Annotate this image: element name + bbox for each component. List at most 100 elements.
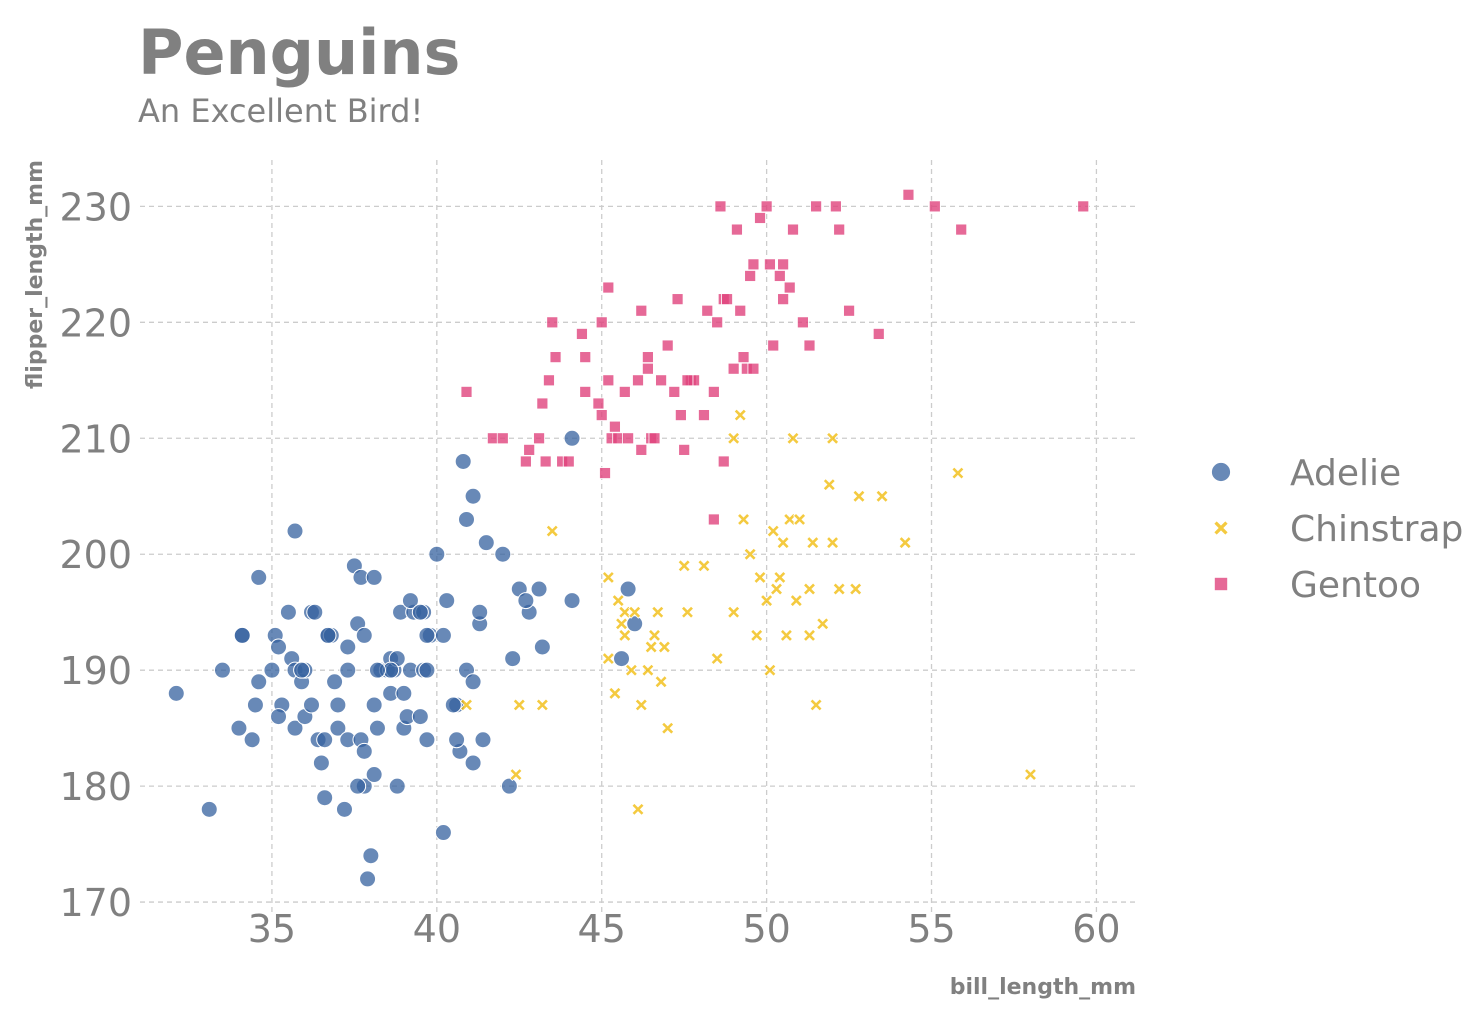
chinstrap-point [641, 663, 655, 677]
x-tick-label: 55 [907, 907, 955, 951]
adelie-point [335, 800, 353, 818]
chinstrap-point [802, 582, 817, 596]
chinstrap-point [545, 524, 559, 538]
y-tick-label: 220 [59, 301, 132, 345]
adelie-point [411, 708, 429, 726]
data-points [167, 188, 1090, 888]
chinstrap-point [750, 628, 764, 642]
adelie-point [243, 731, 261, 749]
chinstrap-point [826, 431, 840, 445]
y-tick-label: 210 [59, 417, 132, 461]
adelie-point [329, 719, 347, 737]
chart-subtitle: An Excellent Bird! [138, 92, 423, 130]
adelie-point [533, 638, 551, 656]
chinstrap-point [459, 698, 474, 712]
adelie-point [279, 603, 297, 621]
chinstrap-point [773, 570, 787, 584]
gentoo-point [1077, 200, 1090, 213]
adelie-point [286, 719, 304, 737]
chinstrap-point [628, 605, 642, 619]
gentoo-point [539, 455, 552, 468]
gentoo-point [648, 432, 661, 445]
gentoo-point [496, 432, 509, 445]
chinstrap-point [727, 605, 741, 619]
gentoo-point [641, 351, 654, 364]
chinstrap-point [769, 582, 784, 596]
gentoo-point [612, 432, 625, 445]
gentoo-point [460, 386, 473, 398]
gentoo-point [717, 455, 730, 468]
adelie-point [200, 800, 218, 818]
gentoo-point [829, 200, 842, 213]
series-chinstrap [459, 408, 1038, 816]
adelie-point [563, 429, 581, 447]
gentoo-point [773, 270, 786, 282]
gentoo-point [655, 374, 667, 387]
adelie-point [355, 742, 373, 760]
adelie-point [286, 522, 304, 540]
chinstrap-point [624, 663, 638, 677]
legend-label: Gentoo [1290, 565, 1421, 606]
gentoo-point [760, 200, 773, 213]
adelie-point [504, 650, 522, 668]
gentoo-point [674, 409, 687, 421]
chinstrap-point [822, 478, 836, 492]
gentoo-point [661, 339, 674, 352]
adelie-point [362, 847, 380, 865]
adelie-point [464, 673, 482, 691]
adelie-point [246, 696, 264, 714]
gentoo-point [955, 223, 968, 236]
chinstrap-point [651, 605, 665, 619]
chinstrap-point [644, 640, 658, 654]
adelie-point [388, 777, 406, 795]
chinstrap-point [809, 698, 823, 712]
chinstrap-point [654, 675, 668, 689]
chinstrap-point [826, 536, 840, 550]
gentoo-point [737, 351, 750, 364]
gentoo-point [711, 316, 724, 329]
chinstrap-point [1023, 767, 1038, 782]
gentoo-point [681, 374, 694, 387]
gentoo-point [533, 432, 545, 445]
gentoo-point [783, 281, 796, 294]
chinstrap-point [832, 582, 846, 596]
gentoo-point [668, 386, 681, 398]
gentoo-point [928, 200, 941, 213]
chinstrap-point [727, 431, 741, 445]
chinstrap-point [512, 698, 526, 712]
gentoo-point [797, 316, 809, 329]
adelie-point [316, 731, 334, 749]
chinstrap-point [631, 802, 645, 816]
adelie-point [230, 719, 248, 737]
gentoo-point [599, 467, 611, 479]
adelie-point [368, 719, 386, 737]
gentoo-point [678, 443, 691, 456]
gentoo-point [595, 316, 608, 329]
chinstrap-point [793, 512, 807, 527]
chinstrap-point [816, 617, 830, 631]
chinstrap-point [657, 640, 671, 654]
gentoo-point [579, 386, 592, 398]
gridlines [140, 160, 1136, 916]
adelie-point [494, 545, 512, 563]
adelie-point [418, 661, 436, 679]
chinstrap-point [763, 663, 777, 677]
gentoo-point [731, 223, 743, 236]
series-gentoo [460, 188, 1090, 526]
x-tick-label: 45 [578, 907, 626, 951]
adelie-point [368, 661, 386, 679]
gentoo-point [833, 223, 846, 236]
gentoo-point [536, 397, 549, 410]
chinstrap-point [849, 582, 863, 596]
chinstrap-point [608, 686, 622, 700]
gentoo-point [777, 293, 790, 306]
gentoo-point [843, 304, 855, 317]
chinstrap-point [509, 767, 523, 782]
gentoo-point [523, 443, 536, 456]
gentoo-point [754, 212, 766, 224]
adelie-point [444, 696, 462, 714]
chinstrap-point [710, 652, 724, 666]
gentoo-point [602, 281, 615, 294]
chinstrap-point [680, 605, 695, 619]
gentoo-point [602, 374, 615, 387]
